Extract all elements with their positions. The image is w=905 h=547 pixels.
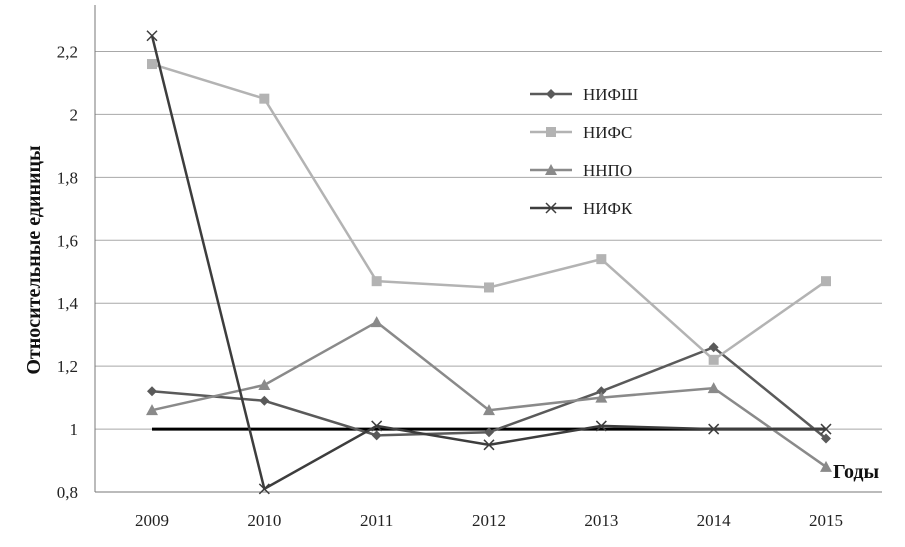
data-point [596,386,607,397]
legend-marker [545,164,557,175]
legend: НИФШ НИФС ННПО НИФК [530,85,638,218]
data-point [821,276,831,287]
data-point [258,483,270,495]
x-axis-title: Годы [833,461,880,483]
legend-marker [546,127,556,137]
y-tick-label: 1,2 [57,357,78,376]
data-point [708,423,720,435]
data-point [821,433,831,444]
x-tick-label: 2014 [697,511,732,530]
y-axis-title: Относительные единицы [23,145,45,375]
data-point [595,420,607,432]
legend-marker [545,202,557,214]
data-point [259,395,270,406]
legend-item: ННПО [530,161,632,180]
y-tick-label: 1,8 [57,168,78,187]
data-point [258,379,271,391]
y-tick-label: 0,8 [57,483,78,502]
data-point [147,59,157,70]
y-tick-label: 2 [70,105,79,124]
data-point [371,276,382,287]
series-square [147,59,831,365]
legend-item: НИФК [530,199,633,218]
y-tick-label: 1,4 [57,294,79,313]
data-point [820,423,832,435]
legend-marker [546,89,556,99]
data-point [371,420,383,432]
data-point [483,439,495,451]
legend-item: НИФС [530,123,632,142]
data-point [484,427,494,438]
x-tick-label: 2012 [472,511,506,530]
series-group [146,30,832,495]
series-line [151,345,827,440]
data-point [371,430,382,441]
data-point [708,342,719,353]
x-tick-label: 2011 [360,511,393,530]
data-point [259,93,270,104]
series-line [150,35,826,491]
y-tick-label: 2,2 [57,42,78,61]
data-point [596,254,607,265]
tick-labels: 0,8 1 1,2 1,4 1,6 1,8 2 2,2 2009 2010 2011 2012 2013… [57,42,843,530]
y-tick-label: 1,6 [57,231,78,250]
data-point [484,282,494,293]
x-tick-label: 2010 [247,511,281,530]
data-point [370,316,383,328]
x-tick-label: 2013 [584,511,618,530]
data-point [146,30,158,42]
y-tick-label: 1 [70,420,79,439]
grid-lines [95,50,882,430]
legend-item: НИФШ [530,85,638,104]
x-tick-label: 2015 [809,511,843,530]
legend-label: НИФШ [583,85,638,104]
legend-label: ННПО [583,161,632,180]
data-point [147,386,157,397]
data-point [483,404,495,416]
series-diamond [147,342,831,444]
series-triangle [146,316,832,472]
legend-label: НИФС [583,123,632,142]
series-x [146,30,832,495]
data-point [595,391,608,403]
data-point [820,460,832,472]
data-point [707,382,720,394]
data-point [708,354,719,365]
data-point [146,404,158,416]
series-line [151,62,827,362]
x-tick-label: 2009 [135,511,169,530]
axes [94,5,882,493]
legend-label: НИФК [583,199,633,218]
